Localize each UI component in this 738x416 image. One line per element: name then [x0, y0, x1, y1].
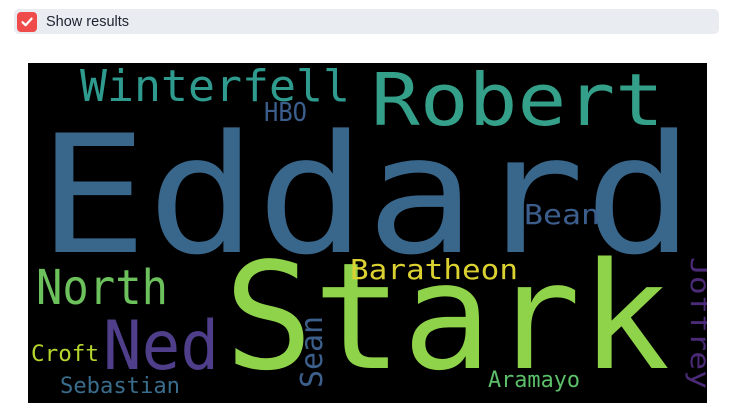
- word-baratheon: Baratheon: [350, 253, 518, 286]
- word-sean: Sean: [295, 316, 330, 388]
- word-robert: Robert: [371, 63, 664, 142]
- word-bean: Bean: [524, 198, 600, 231]
- word-ned: Ned: [103, 307, 219, 386]
- word-winterfell: Winterfell: [80, 63, 350, 112]
- word-eddard: Eddard: [38, 100, 694, 291]
- word-croft: Croft: [31, 342, 99, 367]
- show-results-checkbox[interactable]: [17, 11, 37, 32]
- word-aramayo: Aramayo: [488, 368, 580, 393]
- word-sebastian: Sebastian: [60, 374, 180, 399]
- checkmark-icon: [21, 17, 33, 26]
- show-results-label: Show results: [46, 13, 130, 30]
- word-joffrey: Joffrey: [684, 257, 707, 389]
- show-results-checkbox-row[interactable]: Show results: [14, 9, 719, 34]
- word-cloud-image: Eddard Stark Robert Winterfell Ned North…: [28, 63, 707, 403]
- word-hbo: HBO: [264, 98, 307, 128]
- word-stark: Stark: [224, 231, 670, 403]
- word-north: North: [36, 260, 168, 316]
